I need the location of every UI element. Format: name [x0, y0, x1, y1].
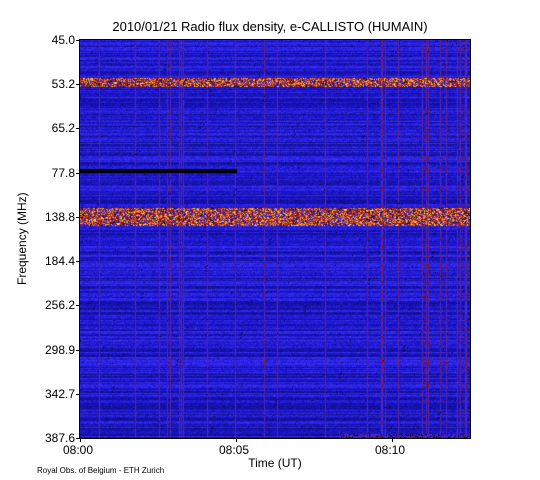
- y-tick-label: 53.2: [51, 77, 75, 92]
- y-tick-mark: [76, 40, 80, 41]
- y-tick-label: 387.6: [44, 431, 75, 445]
- y-tick-mark: [76, 393, 80, 395]
- spectrogram-heatmap: [80, 40, 470, 438]
- x-axis-label: Time (UT): [248, 456, 302, 470]
- y-tick-label: 256.2: [44, 298, 75, 313]
- y-tick-label: 184.4: [44, 254, 75, 269]
- x-tick-mark: [80, 438, 81, 442]
- x-tick-mark: [392, 438, 393, 442]
- y-tick-mark: [76, 305, 80, 307]
- x-tick-label: 08:05: [219, 443, 250, 457]
- x-tick-label: 08:00: [63, 443, 94, 457]
- y-tick-mark: [76, 216, 80, 218]
- y-tick-mark: [76, 261, 80, 263]
- y-tick-mark: [76, 128, 80, 130]
- y-tick-label: 65.2: [51, 121, 75, 136]
- y-tick-mark: [76, 438, 80, 439]
- y-tick-label: 77.8: [51, 165, 75, 180]
- chart-title: 2010/01/21 Radio flux density, e-CALLIST…: [112, 19, 428, 34]
- y-tick-label: 138.8: [44, 209, 75, 224]
- y-tick-label: 298.9: [44, 342, 75, 357]
- y-tick-mark: [76, 349, 80, 351]
- y-tick-label: 342.7: [44, 386, 75, 401]
- y-axis-label: Frequency (MHz): [15, 192, 29, 285]
- x-tick-mark: [236, 438, 237, 442]
- x-tick-label: 08:10: [375, 443, 406, 457]
- y-tick-mark: [76, 84, 80, 86]
- credit-text: Royal Obs. of Belgium - ETH Zurich: [37, 466, 165, 475]
- y-tick-label: 45.0: [51, 33, 75, 47]
- y-tick-mark: [76, 172, 80, 174]
